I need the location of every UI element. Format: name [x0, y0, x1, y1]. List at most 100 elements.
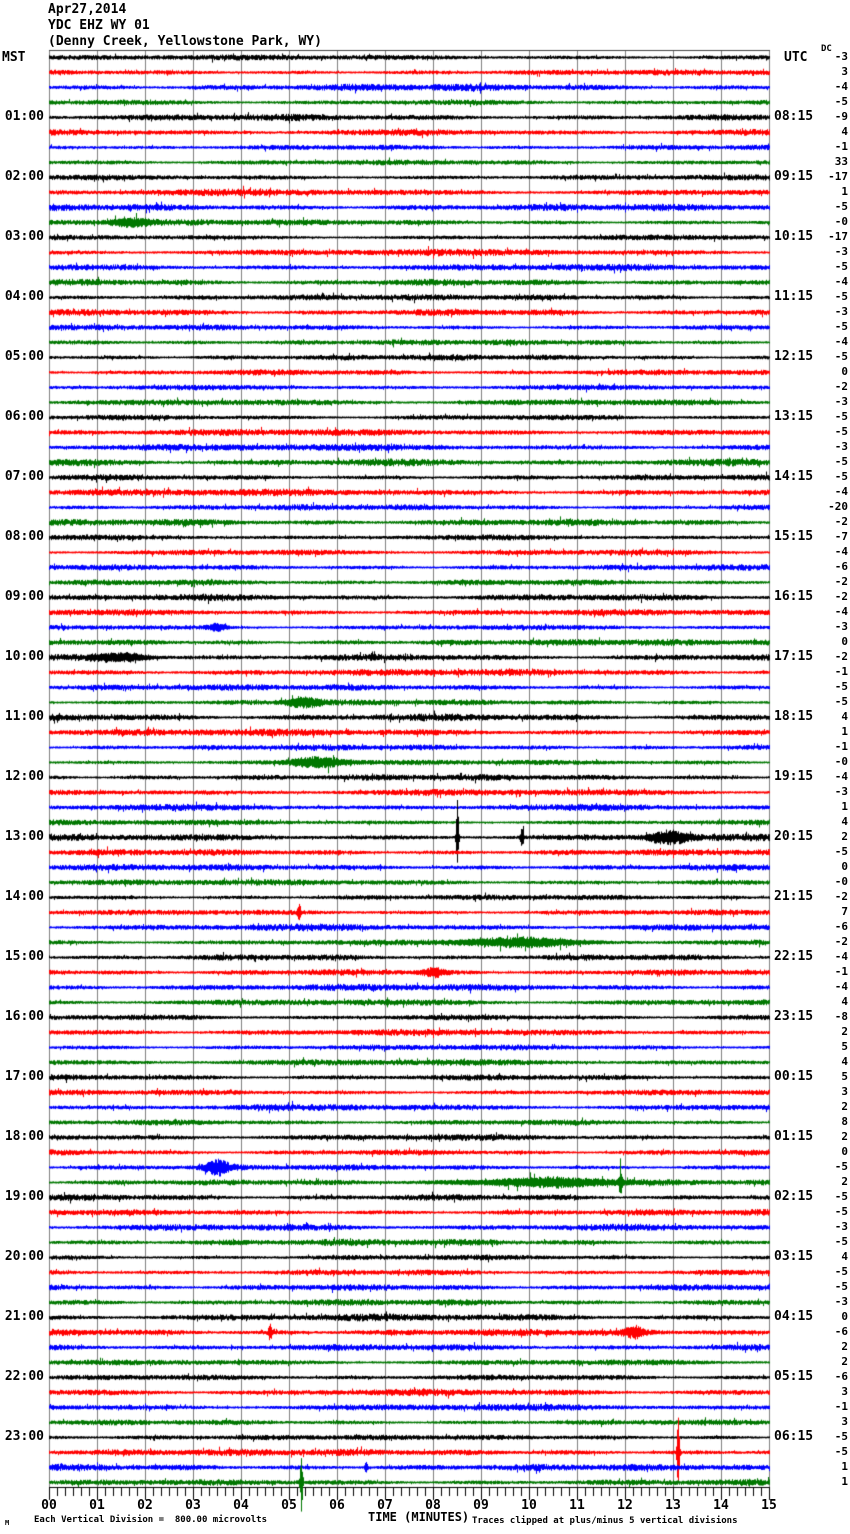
dc-offset-value: 4: [841, 815, 848, 828]
utc-hour-label: 08:15: [774, 109, 814, 124]
mst-hour-label: 02:00: [4, 169, 44, 184]
utc-hour-label: 05:15: [774, 1369, 814, 1384]
utc-hour-label: 23:15: [774, 1009, 814, 1024]
dc-offset-value: 2: [841, 1025, 848, 1038]
x-axis-tick-label: 07: [377, 1498, 393, 1513]
x-axis-tick-label: 11: [569, 1498, 585, 1513]
utc-hour-label: 14:15: [774, 469, 814, 484]
utc-hour-label: 17:15: [774, 649, 814, 664]
dc-offset-value: -4: [834, 335, 848, 348]
dc-offset-value: -3: [834, 305, 848, 318]
utc-hour-label: 13:15: [774, 409, 814, 424]
utc-hour-label: 06:15: [774, 1429, 814, 1444]
dc-offset-value: -1: [834, 665, 848, 678]
dc-offset-value: -5: [834, 425, 848, 438]
utc-hour-label: 04:15: [774, 1309, 814, 1324]
dc-offset-value: -3: [834, 620, 848, 633]
title-station-location: (Denny Creek, Yellowstone Park, WY): [48, 34, 322, 49]
mst-hour-label: 07:00: [4, 469, 44, 484]
x-axis-tick-label: 03: [185, 1498, 201, 1513]
dc-offset-value: -5: [834, 845, 848, 858]
mst-hour-label: 20:00: [4, 1249, 44, 1264]
dc-offset-value: -5: [834, 470, 848, 483]
dc-offset-value: 2: [841, 1355, 848, 1368]
dc-offset-value: 0: [841, 1145, 848, 1158]
dc-offset-value: -2: [834, 890, 848, 903]
utc-hour-label: 20:15: [774, 829, 814, 844]
dc-offset-value: 2: [841, 1130, 848, 1143]
dc-offset-value: 5: [841, 1070, 848, 1083]
dc-offset-value: -3: [834, 1295, 848, 1308]
vertical-scale-note: Each Vertical Division = 800.00 microvol…: [34, 1515, 267, 1525]
dc-offset-value: -7: [834, 530, 848, 543]
dc-offset-value: -5: [834, 1160, 848, 1173]
dc-offset-value: 7: [841, 905, 848, 918]
x-axis-tick-label: 10: [521, 1498, 537, 1513]
dc-offset-value: -0: [834, 875, 848, 888]
title-date: Apr27,2014: [48, 2, 127, 17]
clipping-note: Traces clipped at plus/minus 5 vertical …: [472, 1516, 738, 1526]
dc-offset-value: -1: [834, 1400, 848, 1413]
mst-hour-label: 09:00: [4, 589, 44, 604]
x-axis-title: TIME (MINUTES): [368, 1510, 470, 1524]
footer-corner-mark: M: [5, 1519, 10, 1527]
dc-offset-value: 1: [841, 1475, 848, 1488]
dc-offset-value: -3: [834, 50, 848, 63]
utc-hour-label: 15:15: [774, 529, 814, 544]
dc-offset-value: 2: [841, 1340, 848, 1353]
mst-hour-label: 23:00: [4, 1429, 44, 1444]
dc-offset-value: -5: [834, 290, 848, 303]
dc-offset-value: -5: [834, 1445, 848, 1458]
x-axis-tick-label: 08: [425, 1498, 441, 1513]
utc-hour-label: 00:15: [774, 1069, 814, 1084]
mst-hour-label: 17:00: [4, 1069, 44, 1084]
mst-hour-label: 10:00: [4, 649, 44, 664]
dc-offset-value: 1: [841, 1460, 848, 1473]
mst-hour-label: 08:00: [4, 529, 44, 544]
dc-offset-value: -5: [834, 320, 848, 333]
mst-hour-label: 05:00: [4, 349, 44, 364]
dc-offset-value: -5: [834, 680, 848, 693]
dc-offset-value: -6: [834, 920, 848, 933]
dc-offset-value: -20: [828, 500, 848, 513]
dc-offset-value: -5: [834, 95, 848, 108]
dc-offset-value: -4: [834, 80, 848, 93]
mst-hour-label: 04:00: [4, 289, 44, 304]
x-axis-tick-label: 04: [233, 1498, 249, 1513]
dc-offset-value: 0: [841, 860, 848, 873]
x-axis-tick-label: 01: [89, 1498, 105, 1513]
dc-offset-value: -5: [834, 350, 848, 363]
dc-offset-value: 0: [841, 1310, 848, 1323]
dc-offset-value: -6: [834, 1370, 848, 1383]
dc-offset-value: 0: [841, 365, 848, 378]
mst-column-header: MST: [2, 50, 26, 65]
dc-offset-value: 4: [841, 1055, 848, 1068]
dc-offset-value: -2: [834, 380, 848, 393]
mst-hour-label: 03:00: [4, 229, 44, 244]
dc-offset-value: -5: [834, 1235, 848, 1248]
mst-hour-label: 12:00: [4, 769, 44, 784]
dc-offset-value: -4: [834, 980, 848, 993]
dc-offset-value: -2: [834, 515, 848, 528]
dc-offset-value: -1: [834, 140, 848, 153]
utc-hour-label: 12:15: [774, 349, 814, 364]
dc-offset-value: 2: [841, 1175, 848, 1188]
utc-hour-label: 02:15: [774, 1189, 814, 1204]
mst-hour-label: 21:00: [4, 1309, 44, 1324]
utc-hour-label: 19:15: [774, 769, 814, 784]
dc-offset-value: 2: [841, 830, 848, 843]
x-axis-tick-label: 00: [41, 1498, 57, 1513]
dc-offset-value: -17: [828, 170, 848, 183]
mst-hour-label: 19:00: [4, 1189, 44, 1204]
dc-offset-value: 3: [841, 65, 848, 78]
dc-offset-value: -4: [834, 605, 848, 618]
dc-offset-value: -5: [834, 1280, 848, 1293]
dc-offset-value: -5: [834, 695, 848, 708]
dc-offset-value: -17: [828, 230, 848, 243]
dc-offset-value: -9: [834, 110, 848, 123]
dc-offset-value: -1: [834, 740, 848, 753]
mst-hour-label: 13:00: [4, 829, 44, 844]
dc-offset-value: -4: [834, 950, 848, 963]
dc-offset-value: 1: [841, 725, 848, 738]
